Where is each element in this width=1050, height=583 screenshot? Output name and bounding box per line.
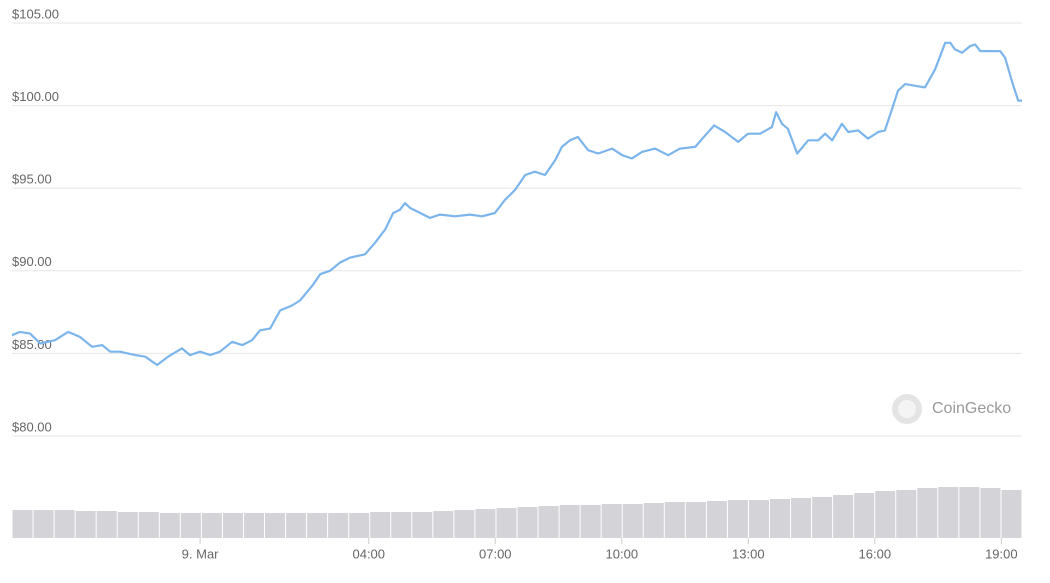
volume-bar [391, 512, 412, 538]
volume-bar [349, 513, 370, 538]
logo-inner [898, 400, 916, 418]
x-tick-label: 16:00 [859, 546, 892, 561]
volume-bar [812, 497, 833, 538]
volume-bar [980, 488, 1001, 538]
volume-bar [517, 507, 538, 538]
volume-bar [685, 502, 706, 538]
volume-bar [54, 510, 75, 538]
price-line [11, 41, 1022, 367]
volume-bar [412, 512, 433, 538]
volume-bar [75, 511, 96, 538]
y-tick-label: $90.00 [12, 254, 52, 269]
volume-bar [622, 504, 643, 538]
volume-bar [307, 513, 328, 538]
volume-bar [222, 513, 243, 538]
volume-bar [875, 491, 896, 538]
volume-bar [370, 512, 391, 538]
volume-bar [96, 511, 117, 538]
volume-bar [12, 510, 33, 538]
volume-bar [601, 504, 622, 538]
volume-bar [201, 513, 222, 538]
volume-bar [938, 487, 959, 538]
y-tick-label: $100.00 [12, 89, 59, 104]
volume-bar [538, 506, 559, 538]
volume-bar [727, 500, 748, 538]
volume-bar [791, 498, 812, 538]
volume-bar [33, 510, 54, 538]
x-tick-label: 04:00 [352, 546, 385, 561]
volume-bar [1001, 490, 1022, 538]
volume-bar [159, 513, 180, 538]
volume-bar [559, 505, 580, 538]
volume-bar [748, 500, 769, 538]
volume-bar [243, 513, 264, 538]
volume-bar [138, 512, 159, 538]
volume-bar [475, 509, 496, 538]
volume-bar [328, 513, 349, 538]
volume-bar [770, 499, 791, 538]
volume-bar [959, 487, 980, 538]
volume-bar [833, 495, 854, 538]
volume-bar [896, 490, 917, 538]
volume-bar [454, 510, 475, 538]
y-tick-label: $85.00 [12, 337, 52, 352]
y-tick-label: $105.00 [12, 6, 59, 21]
volume-bar [706, 501, 727, 538]
volume-bar [265, 513, 286, 538]
volume-bar [117, 512, 138, 538]
volume-bar [180, 513, 201, 538]
volume-bar [286, 513, 307, 538]
volume-bar [433, 511, 454, 538]
watermark-logo [892, 394, 922, 424]
x-tick-label: 10:00 [606, 546, 639, 561]
y-tick-label: $80.00 [12, 419, 52, 434]
volume-bar [643, 503, 664, 538]
x-tick-label: 13:00 [732, 546, 765, 561]
volume-bar [917, 488, 938, 538]
y-tick-label: $95.00 [12, 172, 52, 187]
volume-bar [664, 502, 685, 538]
volume-bar [496, 508, 517, 538]
x-tick-label: 9. Mar [182, 546, 220, 561]
watermark: CoinGecko [932, 400, 1011, 417]
volume-bar [580, 505, 601, 538]
x-tick-label: 07:00 [479, 546, 512, 561]
x-tick-label: 19:00 [985, 546, 1018, 561]
volume-bar [854, 493, 875, 538]
